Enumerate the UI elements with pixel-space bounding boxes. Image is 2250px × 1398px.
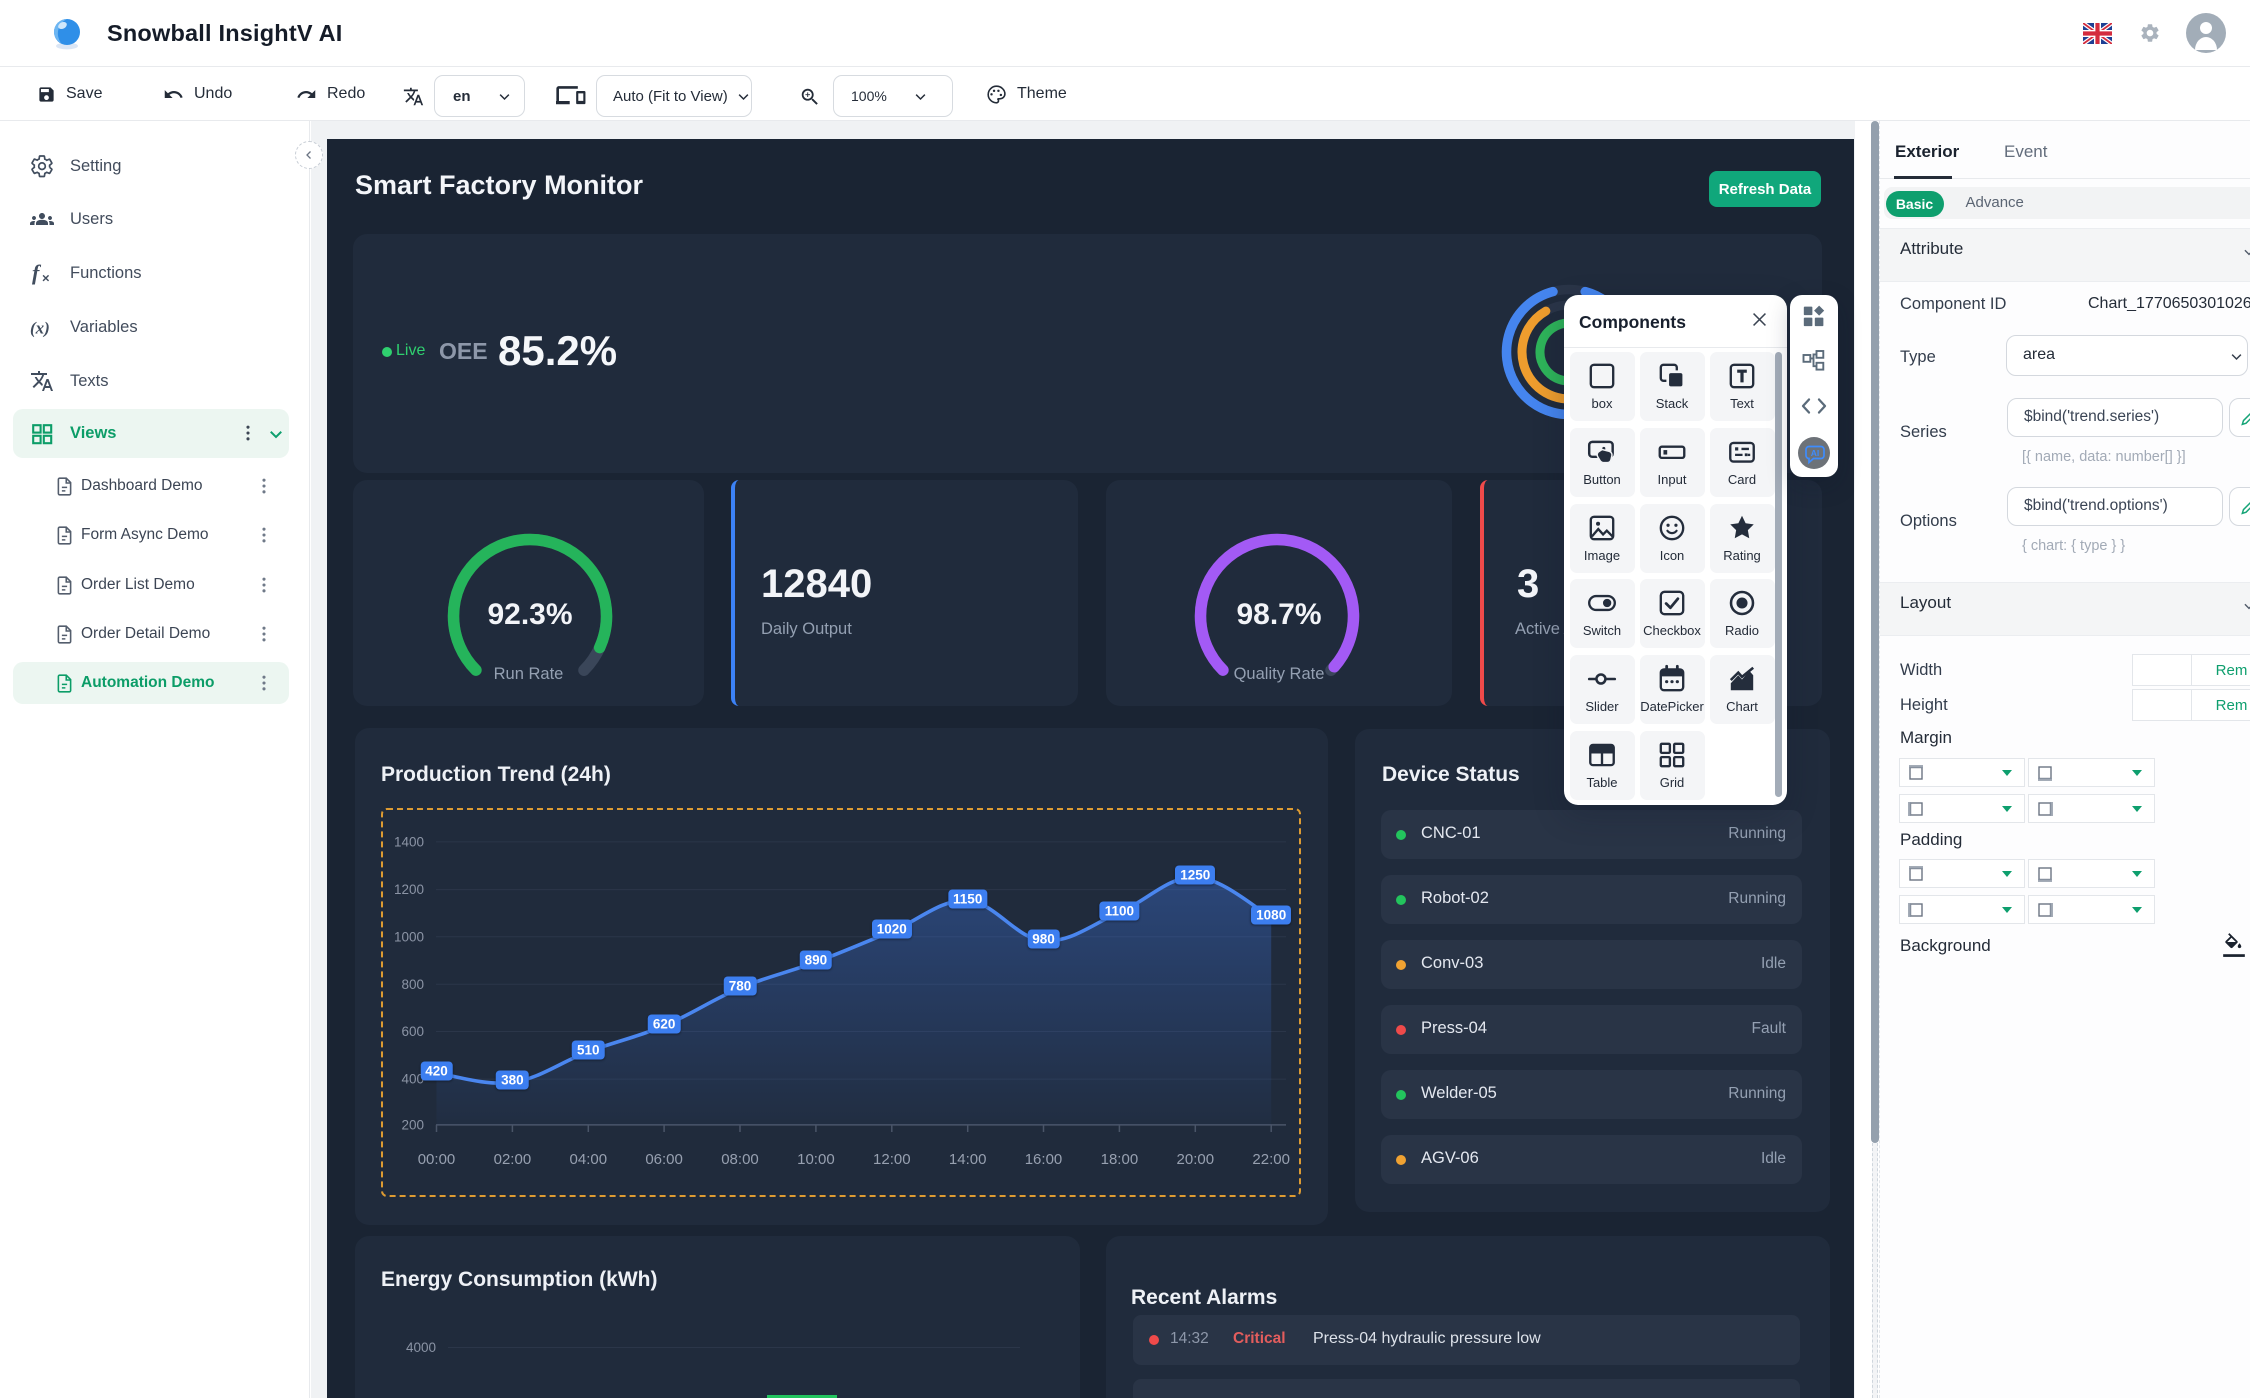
- svg-text:02:00: 02:00: [494, 1151, 532, 1168]
- svg-text:00:00: 00:00: [418, 1151, 456, 1168]
- svg-text:14:00: 14:00: [949, 1151, 987, 1168]
- svg-text:600: 600: [401, 1024, 424, 1039]
- svg-text:08:00: 08:00: [721, 1151, 759, 1168]
- svg-text:10:00: 10:00: [797, 1151, 835, 1168]
- svg-text:1200: 1200: [394, 882, 424, 897]
- svg-text:800: 800: [401, 977, 424, 992]
- svg-text:16:00: 16:00: [1025, 1151, 1063, 1168]
- svg-text:(x): (x): [30, 319, 50, 338]
- svg-text:f: f: [32, 261, 42, 285]
- svg-text:1000: 1000: [394, 929, 424, 944]
- svg-text:18:00: 18:00: [1101, 1151, 1139, 1168]
- svg-text:20:00: 20:00: [1177, 1151, 1215, 1168]
- svg-text:06:00: 06:00: [645, 1151, 683, 1168]
- svg-text:22:00: 22:00: [1252, 1151, 1290, 1168]
- svg-text:AI: AI: [1811, 448, 1820, 458]
- svg-text:1400: 1400: [394, 835, 424, 850]
- svg-text:400: 400: [401, 1072, 424, 1087]
- svg-text:12:00: 12:00: [873, 1151, 911, 1168]
- svg-text:×: ×: [42, 271, 50, 286]
- svg-text:04:00: 04:00: [570, 1151, 608, 1168]
- svg-text:200: 200: [401, 1118, 424, 1133]
